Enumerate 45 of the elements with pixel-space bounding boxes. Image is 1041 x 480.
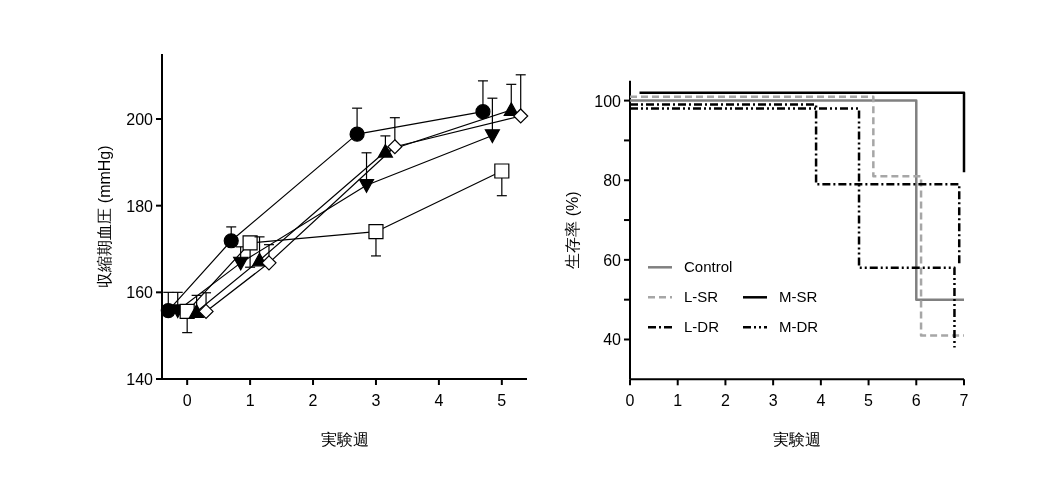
point (233, 256, 249, 271)
point (387, 139, 403, 155)
point (242, 235, 258, 251)
y-tick-label: 200 (126, 111, 154, 128)
y-tick-label: 160 (126, 284, 154, 302)
x-tick-label: 4 (816, 392, 826, 410)
x-tick-label: 7 (959, 392, 969, 410)
y-axis-title: 生存率 (%) (564, 191, 581, 269)
x-tick-label: 5 (497, 392, 507, 409)
point (475, 104, 491, 120)
x-tick-label: 4 (434, 392, 444, 409)
x-tick-label: 0 (182, 392, 192, 409)
point (484, 129, 500, 144)
y-tick-label: 40 (603, 331, 622, 349)
legend-label: Control (684, 258, 733, 276)
x-tick-label: 3 (371, 392, 381, 409)
x-tick-label: 3 (768, 392, 778, 410)
y-tick-label: 180 (126, 197, 154, 215)
x-tick-label: 2 (720, 392, 730, 410)
point (223, 233, 239, 249)
x-axis-title: 実験週 (773, 431, 821, 448)
y-tick-label: 60 (603, 251, 622, 269)
y-tick-label: 140 (126, 371, 154, 388)
point (368, 224, 384, 240)
x-tick-label: 5 (864, 392, 874, 410)
x-tick-label: 2 (308, 392, 318, 409)
y-tick-label: 80 (603, 172, 622, 190)
x-tick-label: 1 (673, 392, 683, 410)
point (261, 255, 277, 271)
y-tick-label: 100 (594, 92, 622, 110)
point (349, 126, 365, 142)
x-tick-label: 0 (625, 392, 635, 410)
point (198, 303, 214, 319)
legend-label: M-DR (779, 318, 819, 336)
point (513, 108, 529, 124)
legend-label: L-DR (684, 318, 720, 336)
legend-label: M-SR (779, 288, 818, 306)
legend-label: L-SR (684, 288, 719, 306)
x-tick-label: 1 (245, 392, 255, 409)
point (358, 179, 375, 193)
point (377, 143, 394, 158)
point (494, 163, 510, 179)
x-tick-label: 6 (911, 392, 921, 410)
x-axis-title: 実験週 (320, 431, 369, 448)
y-axis-title: 収縮期血圧 (mmHg) (96, 145, 113, 288)
